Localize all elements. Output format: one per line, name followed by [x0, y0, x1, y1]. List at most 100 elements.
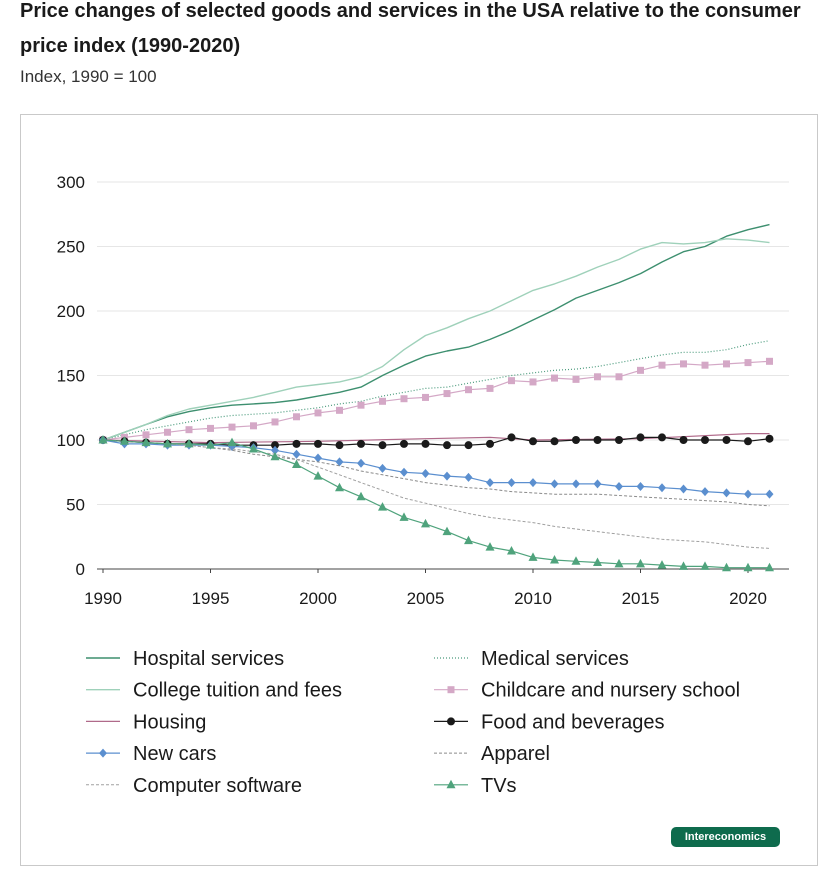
data-point: [464, 535, 473, 545]
data-point: [271, 445, 279, 455]
series-line: [102, 439, 770, 507]
legend-label: New cars: [133, 743, 216, 765]
data-point: [335, 441, 344, 450]
x-tick-label: 2020: [729, 589, 767, 608]
legend-marker: [99, 748, 107, 758]
data-point: [185, 426, 193, 434]
data-point: [615, 481, 623, 491]
data-point: [442, 526, 452, 536]
series-computer-software: [102, 439, 770, 549]
data-point: [593, 436, 602, 444]
chart-frame: [20, 114, 818, 866]
series-line: [102, 433, 770, 444]
legend-item-food-and-beverages: Food and beverages: [434, 711, 664, 733]
data-point: [378, 463, 387, 473]
legend-item-housing: Housing: [86, 711, 206, 733]
data-point: [550, 479, 559, 489]
series-line: [102, 223, 770, 441]
data-point: [422, 393, 429, 401]
data-point: [357, 458, 365, 468]
data-point: [421, 469, 430, 479]
data-point: [378, 441, 387, 450]
legend-item-college-tuition-and-fees: College tuition and fees: [86, 680, 342, 702]
data-point: [529, 478, 537, 488]
data-point: [701, 436, 709, 444]
legend-item-apparel: Apparel: [434, 743, 550, 765]
legend-label: Medical services: [481, 648, 629, 670]
y-tick-label: 200: [57, 302, 85, 321]
data-point: [551, 374, 558, 382]
x-tick-label: 1990: [84, 589, 122, 608]
data-point: [271, 418, 279, 426]
data-point: [765, 489, 774, 499]
data-point: [399, 512, 409, 521]
legend-marker: [447, 717, 455, 726]
data-point: [680, 360, 687, 368]
data-point: [572, 436, 580, 444]
x-tick-label: 2000: [299, 589, 337, 608]
data-point: [636, 433, 645, 442]
data-point: [465, 386, 472, 394]
data-point: [593, 557, 602, 567]
data-point: [270, 451, 280, 461]
legend-label: Childcare and nursery school: [481, 680, 740, 702]
data-point: [486, 439, 494, 448]
data-point: [400, 395, 408, 403]
data-point: [227, 437, 237, 447]
data-point: [314, 453, 322, 463]
data-point: [508, 377, 515, 385]
data-point: [421, 518, 430, 528]
data-point: [485, 542, 495, 551]
data-point: [528, 552, 538, 561]
legend-item-new-cars: New cars: [86, 743, 216, 765]
data-point: [292, 459, 301, 469]
series-medical-services: [102, 340, 770, 441]
legend-label: TVs: [481, 775, 517, 797]
data-point: [379, 397, 386, 405]
data-point: [766, 357, 773, 365]
data-point: [636, 481, 645, 491]
data-point: [249, 444, 258, 453]
data-point: [765, 562, 774, 572]
data-point: [722, 562, 731, 572]
data-point: [529, 378, 537, 386]
y-tick-label: 250: [57, 238, 85, 257]
chart-legend: Hospital services College tuition and fee…: [86, 648, 740, 797]
data-point: [313, 471, 323, 480]
series-hospital-services: [102, 223, 770, 441]
data-point: [250, 422, 257, 430]
y-tick-label: 50: [66, 496, 85, 515]
y-tick-label: 0: [76, 560, 85, 579]
legend-label: Housing: [133, 711, 206, 733]
x-tick-label: 2010: [514, 589, 552, 608]
y-tick-label: 100: [57, 431, 85, 450]
series-line: [102, 439, 770, 569]
x-tick-label: 2015: [622, 589, 660, 608]
series-tvs: [98, 435, 774, 572]
data-point: [184, 438, 194, 448]
x-tick-label: 2005: [407, 589, 445, 608]
data-point: [163, 438, 172, 448]
data-point: [679, 484, 688, 494]
data-point: [421, 439, 430, 448]
data-point: [507, 478, 516, 488]
data-point: [744, 359, 752, 367]
data-point: [314, 409, 322, 417]
legend-marker: [446, 779, 456, 789]
data-point: [400, 439, 408, 448]
data-point: [743, 562, 753, 572]
legend-item-computer-software: Computer software: [86, 775, 302, 797]
data-point: [658, 483, 666, 493]
data-point: [765, 434, 774, 443]
data-point: [507, 433, 516, 442]
data-point: [400, 467, 408, 477]
data-point: [206, 440, 215, 449]
data-point: [141, 437, 151, 447]
chart-title: Price changes of selected goods and serv…: [20, 0, 801, 57]
data-point: [228, 423, 236, 431]
data-point: [723, 360, 730, 368]
data-point: [142, 431, 150, 439]
data-point: [292, 449, 301, 459]
data-point: [572, 375, 580, 383]
